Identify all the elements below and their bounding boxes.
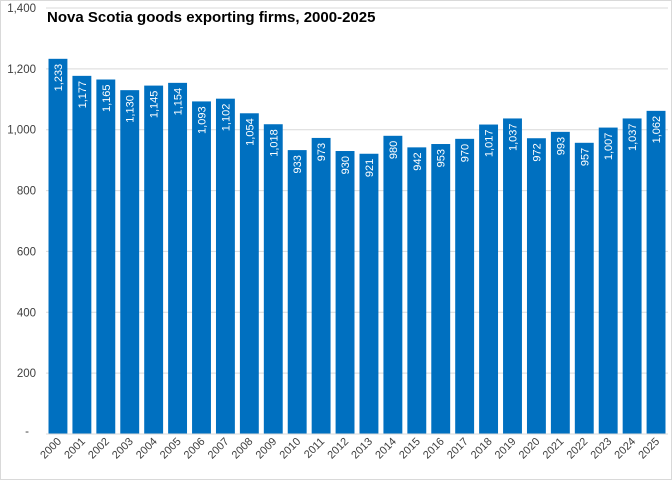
bar-2009 — [263, 124, 283, 434]
bar-2016 — [431, 144, 451, 434]
x-tick-label: 2011 — [302, 436, 327, 461]
data-label: 1,037 — [508, 123, 520, 151]
bar-2021 — [550, 131, 570, 434]
data-label: 1,145 — [149, 91, 161, 119]
bar-2020 — [526, 138, 546, 434]
data-label: 972 — [531, 143, 543, 161]
bar-2023 — [598, 127, 618, 434]
data-label: 1,017 — [484, 130, 496, 158]
x-tick-label: 2019 — [493, 436, 519, 462]
x-tick-label: 2001 — [62, 436, 88, 462]
data-label: 953 — [436, 149, 448, 167]
x-tick-label: 2018 — [469, 436, 495, 462]
data-label: 993 — [555, 137, 567, 155]
bar-2024 — [622, 118, 642, 434]
bar-2001 — [72, 75, 92, 434]
x-tick-label: 2009 — [254, 436, 280, 462]
x-tick-label: 2012 — [325, 436, 351, 462]
bar-2010 — [287, 150, 307, 434]
data-label: 1,037 — [627, 123, 639, 151]
x-tick-label: 2014 — [373, 436, 399, 462]
y-tick-label: 600 — [17, 246, 36, 258]
y-tick-label: 1,000 — [7, 125, 36, 137]
y-tick-label: - — [25, 426, 29, 438]
x-tick-label: 2013 — [349, 436, 375, 462]
bar-2018 — [479, 124, 499, 434]
x-tick-label: 2002 — [86, 436, 112, 462]
bar-2006 — [192, 101, 211, 434]
data-label: 942 — [412, 152, 424, 170]
bar-2000 — [48, 58, 68, 435]
bar-2011 — [311, 137, 331, 434]
data-labels: 1,233 1,177 1,165 1,130 1,145 1,154 1,093 1,102… — [53, 64, 663, 177]
x-tick-label: 2008 — [230, 436, 256, 462]
y-axis-ticks: - 200 400 600 800 1,000 1,200 1,400 — [7, 3, 36, 438]
x-tick-label: 2023 — [589, 436, 615, 462]
x-tick-label: 2003 — [110, 436, 136, 462]
x-tick-label: 2024 — [612, 436, 638, 462]
data-label: 930 — [340, 156, 352, 174]
bars — [48, 58, 666, 435]
data-label: 1,154 — [173, 88, 185, 116]
x-tick-label: 2015 — [397, 436, 423, 462]
x-tick-label: 2006 — [182, 436, 208, 462]
data-label: 970 — [460, 144, 472, 162]
data-label: 980 — [388, 141, 400, 159]
x-tick-label: 2021 — [541, 436, 567, 462]
bar-2004 — [144, 85, 164, 434]
x-tick-label: 2022 — [565, 436, 591, 462]
data-label: 1,054 — [244, 118, 256, 146]
data-label: 1,093 — [197, 106, 209, 134]
y-tick-label: 1,400 — [7, 3, 36, 15]
gridlines — [46, 7, 668, 374]
bar-2012 — [335, 151, 355, 434]
x-tick-label: 2020 — [517, 436, 543, 462]
bar-2002 — [96, 79, 116, 434]
data-label: 921 — [364, 159, 376, 177]
y-tick-label: 200 — [17, 368, 36, 380]
data-label: 1,062 — [651, 116, 663, 144]
data-label: 1,177 — [77, 81, 89, 109]
x-tick-label: 2007 — [206, 436, 232, 462]
x-tick-label: 2005 — [158, 436, 184, 462]
bar-2014 — [383, 135, 403, 435]
data-label: 1,102 — [220, 104, 232, 132]
bar-2022 — [574, 142, 594, 434]
bar-2019 — [503, 118, 522, 434]
data-label: 1,233 — [53, 64, 65, 92]
x-tick-label: 2000 — [38, 436, 64, 462]
bar-2007 — [215, 98, 235, 435]
chart-title: Nova Scotia goods exporting firms, 2000-… — [47, 9, 375, 26]
data-label: 957 — [579, 148, 591, 166]
x-tick-label: 2025 — [636, 436, 662, 462]
x-tick-label: 2017 — [445, 436, 471, 462]
data-label: 933 — [292, 155, 304, 173]
data-label: 1,165 — [101, 85, 113, 113]
bar-2005 — [168, 82, 188, 435]
data-label: 1,007 — [603, 133, 615, 161]
data-label: 973 — [316, 143, 328, 161]
x-axis-ticks: 2000200120022003200420052006200720082009… — [38, 436, 662, 462]
y-tick-label: 400 — [17, 307, 36, 319]
x-tick-label: 2004 — [134, 436, 160, 462]
x-tick-label: 2010 — [278, 436, 304, 462]
data-label: 1,018 — [268, 129, 280, 157]
y-tick-label: 1,200 — [7, 64, 36, 76]
bar-2003 — [120, 90, 140, 435]
bar-2008 — [239, 113, 259, 434]
bar-2017 — [455, 138, 475, 435]
x-tick-label: 2016 — [421, 436, 447, 462]
data-label: 1,130 — [125, 95, 137, 123]
bar-2013 — [359, 153, 379, 434]
y-tick-label: 800 — [17, 186, 36, 198]
bar-2025 — [646, 110, 666, 434]
bar-2015 — [407, 147, 427, 434]
